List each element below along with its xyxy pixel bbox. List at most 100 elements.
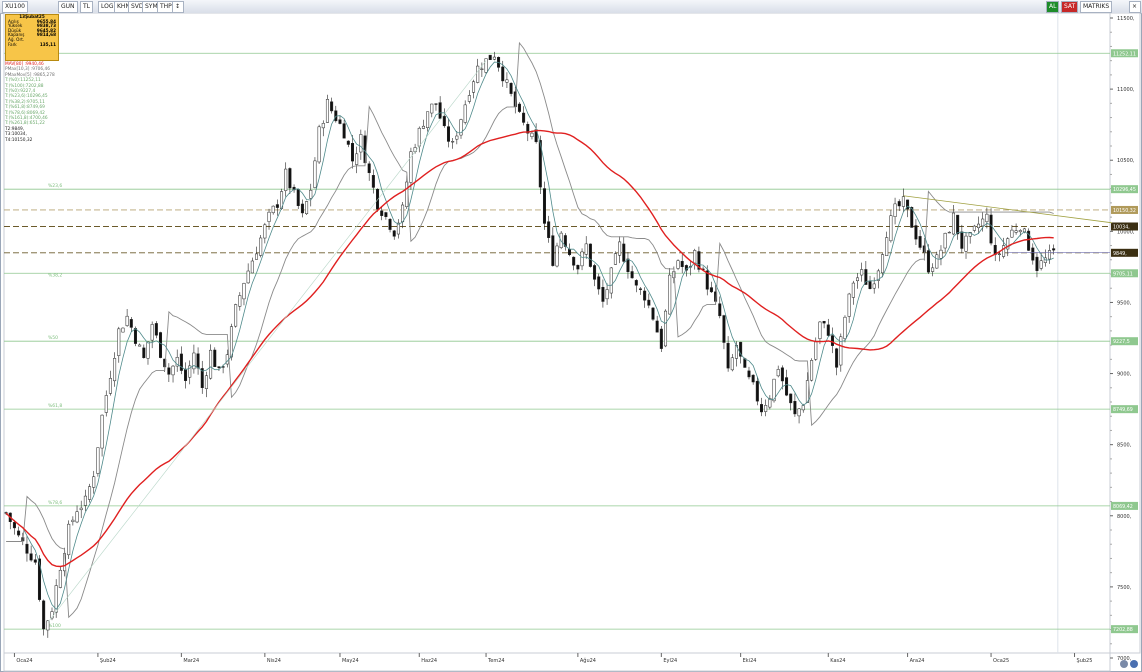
candle <box>146 341 150 359</box>
candle <box>401 204 405 223</box>
candle <box>430 103 434 114</box>
candle <box>805 380 809 403</box>
candle <box>630 271 634 279</box>
candle <box>467 95 471 102</box>
candle <box>1018 230 1022 233</box>
x-tick-label: Nis24 <box>267 658 281 664</box>
candle <box>451 141 455 143</box>
candle <box>826 324 830 336</box>
plot-area[interactable] <box>3 13 1111 654</box>
candle <box>651 307 655 320</box>
candle <box>238 295 242 307</box>
candle <box>392 230 396 237</box>
candle <box>171 365 175 376</box>
refresh-icon[interactable] <box>1130 660 1138 668</box>
candle <box>121 327 125 333</box>
target-level-label: 10150,32 <box>1113 208 1136 214</box>
y-tick-label: 10500, <box>1117 158 1135 164</box>
x-tick-label: Kas24 <box>830 658 845 664</box>
close-icon[interactable]: × <box>1129 1 1141 13</box>
candle <box>743 358 747 368</box>
info-row-high: Yüksek 9838,73 <box>8 23 56 29</box>
candle <box>104 395 108 413</box>
y-tick-label: 9500, <box>1117 300 1132 306</box>
candle <box>726 342 730 369</box>
candle <box>901 196 905 207</box>
expand-icon[interactable]: ↕ <box>172 1 184 13</box>
candle <box>522 112 526 123</box>
candle <box>1052 248 1056 251</box>
candle <box>605 289 609 300</box>
candle <box>956 214 960 235</box>
candle <box>764 405 768 412</box>
candle <box>906 199 910 210</box>
sell-button[interactable]: SAT <box>1061 1 1079 13</box>
y-tick-label: 7000, <box>1117 656 1132 662</box>
candle <box>960 231 964 249</box>
fib-level-pct: %61,8 <box>48 403 62 409</box>
x-tick-label: Ağu24 <box>580 657 596 664</box>
candle <box>455 135 459 140</box>
candle <box>926 250 930 273</box>
matriks-button[interactable]: MATRIKS <box>1080 1 1113 13</box>
candle <box>434 103 438 105</box>
candle <box>835 348 839 368</box>
buy-button[interactable]: AL <box>1046 1 1060 13</box>
candle <box>638 288 642 290</box>
symbol-selector[interactable]: XU100 <box>2 1 28 13</box>
candle <box>376 189 380 210</box>
candle <box>1027 230 1031 251</box>
settings-icon[interactable] <box>1120 660 1128 668</box>
candle <box>108 378 112 394</box>
info-row-avg: Ağ. Ort. <box>8 36 25 42</box>
fib-level-label: 9227,5 <box>1113 339 1130 345</box>
fib-level-label: 7202,88 <box>1113 627 1133 633</box>
candle <box>818 321 822 339</box>
candle <box>179 353 183 371</box>
y-tick-label: 8500, <box>1117 443 1132 449</box>
candle <box>914 225 918 240</box>
candle <box>760 404 764 413</box>
candle <box>1006 238 1010 250</box>
candle <box>530 132 534 138</box>
candle <box>664 310 668 347</box>
candle <box>839 336 843 366</box>
indicator-item: T:(%38,2):9705,11 <box>5 99 45 105</box>
candle <box>885 237 889 256</box>
target-level-label: 9849, <box>1113 251 1127 257</box>
candle <box>910 207 914 228</box>
candle <box>697 251 701 270</box>
currency-button[interactable]: TL <box>80 1 94 13</box>
indicator-item: T:(%100):7202,88 <box>5 83 44 89</box>
candle <box>576 264 580 270</box>
candle <box>213 349 217 367</box>
candle <box>860 269 864 276</box>
candle <box>259 237 263 256</box>
x-tick-label: Oca24 <box>16 658 32 664</box>
candle <box>33 559 37 563</box>
indicator-item: T:(%0):9227,4 <box>5 89 36 95</box>
candle <box>572 256 576 266</box>
trendline[interactable] <box>903 195 1113 224</box>
candle <box>501 66 505 82</box>
candle <box>797 408 801 417</box>
candle <box>618 241 622 256</box>
rising-trendline[interactable] <box>47 60 487 623</box>
candle <box>1002 245 1006 257</box>
candle <box>446 126 450 142</box>
candle <box>313 160 317 188</box>
candle <box>1039 260 1043 269</box>
indicator-item: T:(%61,8):8749,69 <box>5 105 45 111</box>
candle <box>634 280 638 286</box>
candle <box>359 134 363 153</box>
candle <box>54 585 58 613</box>
target-level-tag <box>1111 248 1138 257</box>
candle <box>204 375 208 389</box>
period-button[interactable]: GUN <box>58 1 78 13</box>
candle <box>613 253 617 265</box>
candle <box>342 123 346 139</box>
info-date: 13Şubat25 <box>19 14 45 19</box>
candle <box>676 260 680 269</box>
price-chart[interactable]: 7000, 7500, 8000, 8500, 9000, 9500, 10000, 1050… <box>0 13 1142 672</box>
x-tick-label: Eki24 <box>743 658 757 664</box>
